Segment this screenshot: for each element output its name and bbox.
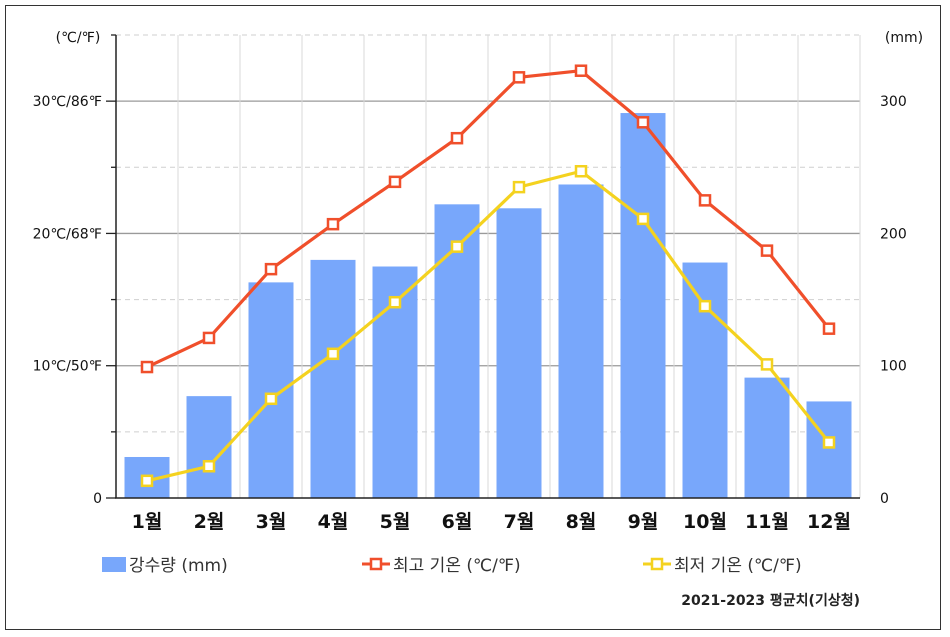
x-tick-label-9: 9월 — [628, 511, 659, 533]
x-tick-label-4: 4월 — [318, 511, 349, 533]
min-temp-point-10 — [698, 299, 712, 313]
max-temp-point-2 — [202, 331, 216, 345]
legend-min-temp-marker — [650, 557, 664, 571]
grid — [116, 34, 861, 498]
bar-7 — [496, 208, 542, 498]
max-temp-line — [146, 69, 831, 369]
max-temp-point-10 — [698, 194, 712, 207]
min-temp-point-9 — [636, 212, 650, 226]
min-temp-line — [146, 169, 831, 483]
data-source-note: 2021-2023 평균치(기상청) — [681, 592, 860, 609]
x-tick-label-5: 5월 — [380, 511, 411, 533]
min-temp-point-6 — [450, 240, 464, 253]
min-temp-point-12 — [822, 436, 836, 449]
y-right-tick-label: 100 — [880, 359, 907, 375]
legend-min-temp-label: 최저 기온 (℃/℉) — [674, 556, 802, 576]
max-temp-point-9 — [636, 116, 650, 129]
y-right-tick-label: 200 — [880, 226, 907, 242]
bar-6 — [434, 204, 480, 498]
max-temp-point-6 — [450, 131, 464, 145]
x-tick-label-2: 2월 — [194, 511, 225, 533]
bar-2 — [186, 396, 232, 498]
legend-item-precipitation: 강수량 (mm) — [102, 556, 228, 576]
x-tick-label-12: 12월 — [807, 511, 851, 533]
legend-item-max-temp: 최고 기온 (℃/℉) — [362, 556, 521, 576]
max-temp-point-5 — [388, 175, 402, 189]
max-temp-point-4 — [326, 217, 340, 231]
precipitation-bars — [124, 113, 852, 499]
legend-item-min-temp: 최저 기온 (℃/℉) — [643, 556, 802, 576]
temperature-lines — [140, 64, 836, 488]
x-tick-label-1: 1월 — [132, 511, 163, 533]
x-tick-label-7: 7월 — [504, 511, 535, 533]
axes: 0 10℃/50℉ 20℃/68℉ 30℃/86℉ 0 100 200 300 1월 2월 3월 4월… — [33, 34, 907, 533]
x-tick-label-6: 6월 — [442, 511, 473, 533]
max-temp-point-7 — [512, 71, 526, 84]
legend-max-temp-marker — [369, 557, 383, 571]
min-temp-point-1 — [140, 474, 154, 488]
min-temp-point-5 — [388, 295, 402, 309]
max-temp-point-11 — [760, 244, 774, 257]
min-temp-point-7 — [512, 180, 526, 194]
x-tick-label-8: 8월 — [566, 511, 597, 533]
legend-precipitation-label: 강수량 (mm) — [129, 556, 228, 576]
min-temp-point-2 — [202, 460, 216, 473]
y-right-tick-label: 300 — [880, 94, 907, 110]
max-temp-point-1 — [140, 360, 154, 374]
bar-4 — [310, 259, 356, 498]
y-left-tick-label: 0 — [93, 491, 102, 507]
min-temp-point-3 — [264, 392, 278, 406]
chart-frame — [5, 5, 941, 630]
y-left-unit-label: (℃/℉) — [56, 30, 101, 46]
y-left-tick-label: 10℃/50℉ — [33, 359, 102, 375]
max-temp-point-12 — [822, 322, 836, 335]
min-temp-point-8 — [574, 165, 588, 178]
x-tick-label-11: 11월 — [745, 511, 789, 533]
legend: 강수량 (mm) 최고 기온 (℃/℉) 최저 기온 (℃/℉) — [102, 556, 802, 576]
x-tick-label-10: 10월 — [683, 511, 727, 533]
min-temp-point-4 — [326, 347, 340, 361]
bar-10 — [682, 262, 728, 498]
max-temp-point-8 — [574, 64, 588, 77]
y-right-tick-label: 0 — [880, 491, 889, 507]
y-left-tick-label: 20℃/68℉ — [33, 226, 102, 242]
bar-11 — [744, 377, 790, 498]
x-tick-label-3: 3월 — [256, 511, 287, 533]
y-right-unit-label: (mm) — [885, 30, 923, 46]
legend-max-temp-label: 최고 기온 (℃/℉) — [393, 556, 521, 576]
bar-9 — [620, 113, 666, 498]
bar-3 — [248, 282, 294, 498]
y-left-tick-label: 30℃/86℉ — [33, 94, 102, 110]
bar-12 — [806, 401, 852, 498]
bar-8 — [558, 184, 604, 499]
min-temp-point-11 — [760, 358, 774, 371]
legend-precipitation-swatch — [102, 557, 126, 572]
max-temp-point-3 — [264, 262, 278, 276]
